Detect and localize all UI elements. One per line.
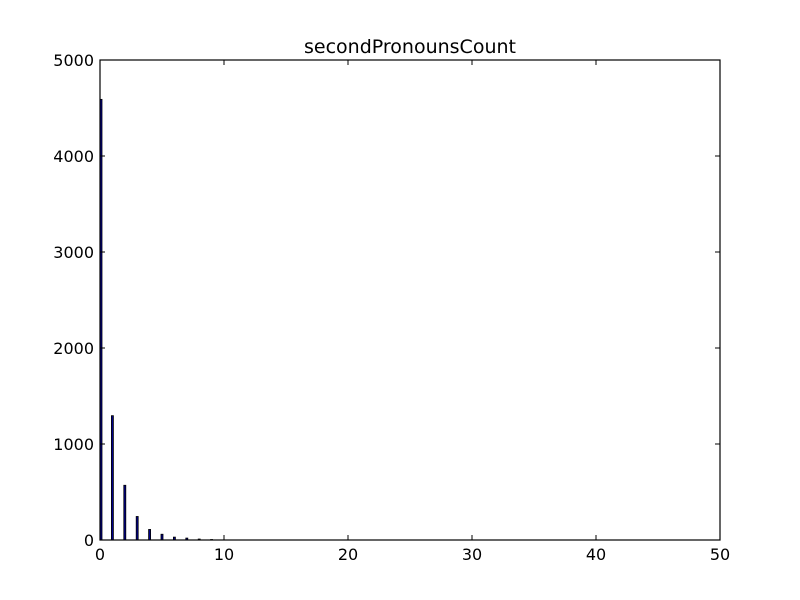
bar-1 <box>111 415 114 541</box>
bar-5 <box>160 533 164 541</box>
chart-title: secondPronounsCount <box>304 36 516 58</box>
x-tick-label-20: 20 <box>338 545 358 564</box>
x-tick-label-50: 50 <box>710 545 730 564</box>
y-tick-label-1000: 1000 <box>53 435 94 454</box>
x-tick-label-30: 30 <box>462 545 482 564</box>
y-tick-label-4000: 4000 <box>53 147 94 166</box>
ticks-group: 0 10 20 30 40 50 0 1000 2000 3000 4000 5000 <box>53 51 730 564</box>
bar-4 <box>148 529 152 541</box>
x-tick-label-40: 40 <box>586 545 606 564</box>
x-tick-label-10: 10 <box>214 545 234 564</box>
bar-2 <box>123 484 127 541</box>
y-tick-label-5000: 5000 <box>53 51 94 70</box>
bars-group <box>99 98 214 541</box>
y-tick-label-0: 0 <box>84 531 94 550</box>
y-tick-label-3000: 3000 <box>53 243 94 262</box>
y-tick-label-2000: 2000 <box>53 339 94 358</box>
x-tick-label-0: 0 <box>95 545 105 564</box>
bar-3 <box>135 516 139 541</box>
plot-frame <box>99 59 721 541</box>
